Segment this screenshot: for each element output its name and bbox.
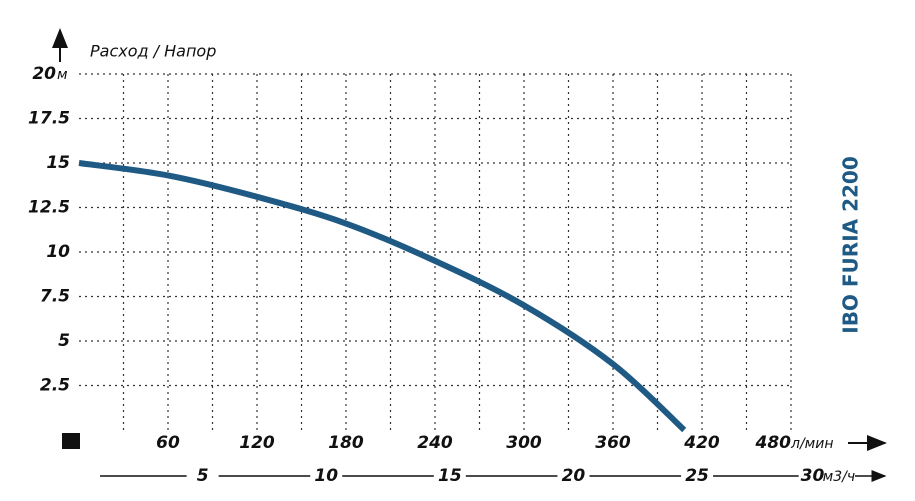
x-tick-label: 300: [506, 433, 542, 453]
y-tick-label: 5: [58, 331, 70, 351]
series-line: [78, 160, 687, 433]
x-tick-label: 180: [328, 433, 364, 453]
x2-tick-label: 25: [685, 466, 709, 486]
x2-tick-label: 20: [562, 466, 586, 486]
y-axis-label: Расход / Напор: [90, 42, 216, 61]
x-tick-label: 480: [755, 433, 792, 453]
x2-unit: м3/ч: [823, 469, 855, 485]
x-tick-label: 120: [239, 433, 275, 453]
y-tick-label: 12.5: [28, 198, 70, 218]
y-tick-label: 17.5: [28, 109, 70, 129]
x-tick-label: 360: [595, 433, 631, 453]
x2-tick-label: 5: [197, 466, 209, 486]
x2-tick-label: 15: [438, 466, 462, 486]
y-tick-label: 7.5: [40, 287, 70, 307]
x-tick-label: 60: [156, 433, 180, 453]
x-unit: л/мин: [790, 436, 833, 452]
chart-title: IBO FURIA 2200: [839, 156, 863, 334]
y-tick-label: 15: [46, 153, 70, 173]
y-tick-label: 20: [32, 64, 56, 84]
y-tick-label: 2.5: [40, 376, 70, 396]
origin-mark: [62, 433, 80, 449]
y-tick-label: 10: [46, 242, 70, 262]
x-tick-label: 420: [683, 433, 720, 453]
y-unit: м: [57, 67, 68, 83]
x2-tick-label: 10: [314, 466, 338, 486]
x-tick-label: 240: [417, 433, 453, 453]
x2-tick-label: 30: [801, 466, 825, 486]
